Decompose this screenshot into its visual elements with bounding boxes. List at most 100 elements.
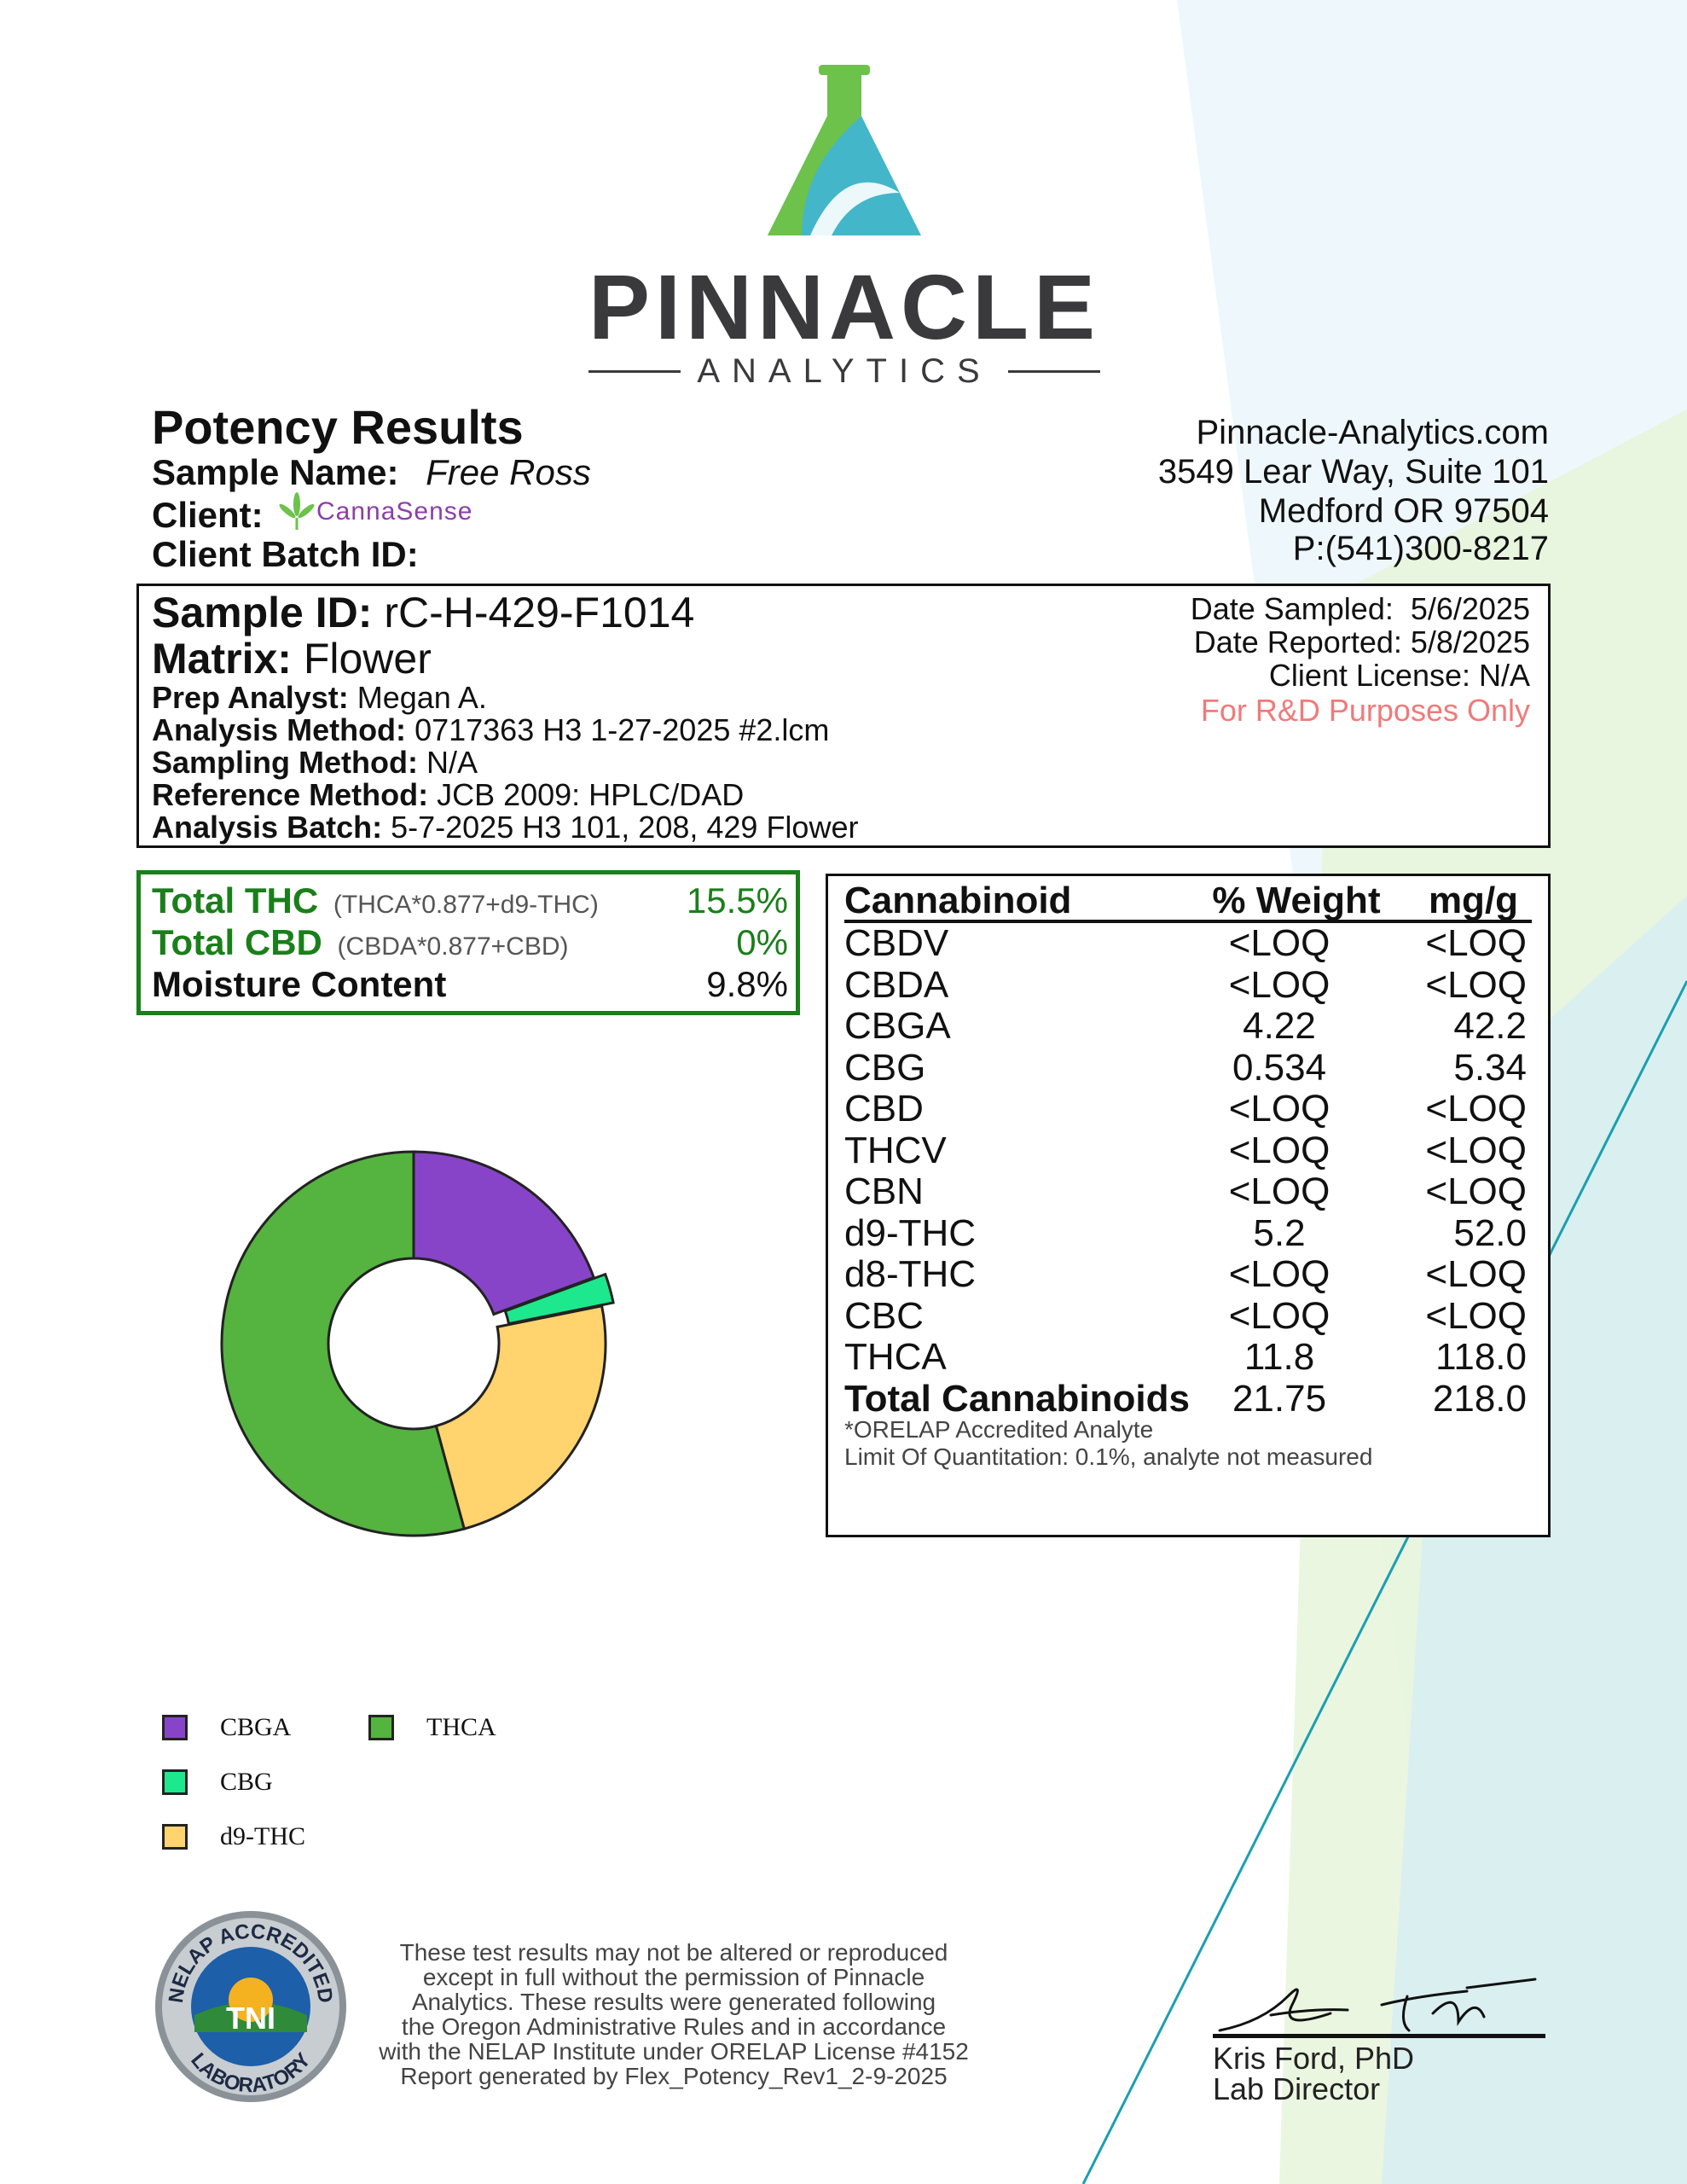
client-label: Client:	[152, 495, 264, 535]
cannabinoid-mg: 42.2	[1453, 1005, 1527, 1047]
legend-label: CBG	[220, 1768, 273, 1796]
cannabinoid-mg: <LOQ	[1425, 1294, 1527, 1337]
cannabinoid-name: CBDV	[844, 922, 949, 964]
cannabinoid-mg: 5.34	[1453, 1046, 1527, 1089]
table-total-row: Total Cannabinoids 21.75 218.0	[844, 1379, 1535, 1420]
lab-website: Pinnacle-Analytics.com	[1196, 414, 1550, 451]
sample-info-box	[136, 584, 1551, 848]
legend-label: CBGA	[220, 1713, 292, 1741]
reference-method-label: Reference Method:	[152, 777, 429, 812]
table-header-rule	[844, 920, 1532, 923]
cannabinoid-name: CBC	[844, 1294, 924, 1337]
cannabinoid-name: d9-THC	[844, 1211, 977, 1254]
cannabinoid-weight: <LOQ	[1228, 922, 1330, 964]
total-thc-label: Total THC	[152, 880, 319, 921]
total-cannabinoids-label: Total Cannabinoids	[844, 1378, 1190, 1420]
cannabinoid-donut-chart	[220, 1150, 615, 1537]
cannabinoid-weight: <LOQ	[1228, 1170, 1330, 1212]
footer-line: Analytics. These results were generated …	[411, 1989, 936, 2015]
sample-id-value: rC-H-429-F1014	[384, 589, 695, 636]
table-header-row: Cannabinoid % Weight mg/g	[844, 880, 1535, 921]
sampling-method-value: N/A	[426, 745, 478, 780]
legend-label: THCA	[426, 1713, 496, 1741]
cannabinoid-name: THCV	[844, 1129, 947, 1171]
signer-name: Kris Ford, PhD	[1213, 2041, 1415, 2076]
sampling-method-label: Sampling Method:	[152, 745, 418, 780]
total-cannabinoids-weight: 21.75	[1232, 1378, 1327, 1420]
donut-slice-cbga	[412, 1150, 596, 1316]
cannabinoid-weight: <LOQ	[1228, 1253, 1330, 1295]
cannabinoid-mg: <LOQ	[1425, 1253, 1527, 1295]
sampling-method-line: Sampling Method: N/A	[152, 746, 478, 780]
cannabinoid-mg: <LOQ	[1425, 922, 1527, 964]
cannabis-leaf-icon	[279, 492, 315, 530]
cannabinoid-name: CBG	[844, 1046, 926, 1089]
footer-line: with the NELAP Institute under ORELAP Li…	[379, 2038, 969, 2065]
col-header-cannabinoid: Cannabinoid	[844, 880, 1072, 921]
total-thc-formula: (THCA*0.877+d9-THC)	[333, 891, 599, 919]
cannabinoid-mg: <LOQ	[1425, 963, 1527, 1006]
moisture-value: 9.8%	[706, 964, 788, 1004]
orelap-note: *ORELAP Accredited Analyte	[844, 1416, 1154, 1443]
table-row: d8-THC <LOQ <LOQ	[844, 1254, 1535, 1295]
brand-subtitle-rule-right	[1008, 370, 1100, 373]
cannabinoid-name: THCA	[844, 1336, 947, 1378]
client-license: Client License: N/A	[1268, 658, 1530, 693]
table-row: CBC <LOQ <LOQ	[844, 1294, 1535, 1337]
moisture-label: Moisture Content	[152, 964, 447, 1004]
prep-analyst-label: Prep Analyst:	[152, 680, 349, 715]
table-row: d9-THC 5.2 52.0	[844, 1211, 1535, 1254]
cannabinoid-table-box	[826, 874, 1551, 1537]
cannabinoid-mg: <LOQ	[1425, 1170, 1527, 1212]
purpose-note: For R&D Purposes Only	[1200, 693, 1530, 728]
cannabinoid-weight: <LOQ	[1228, 963, 1330, 1006]
cannabinoid-name: CBGA	[844, 1005, 951, 1047]
matrix-value: Flower	[303, 635, 432, 682]
legend-swatch-d9-thc	[162, 1824, 188, 1850]
total-cannabinoids-mg: 218.0	[1432, 1378, 1527, 1420]
total-cbd-line: Total CBD (CBDA*0.877+CBD)	[152, 922, 568, 967]
footer-disclaimer: These test results may not be altered or…	[350, 1940, 998, 2088]
table-row: CBN <LOQ <LOQ	[844, 1171, 1535, 1212]
reference-method-line: Reference Method: JCB 2009: HPLC/DAD	[152, 778, 744, 812]
footer-line: the Oregon Administrative Rules and in a…	[401, 2013, 947, 2040]
cannabinoid-weight: 11.8	[1244, 1336, 1315, 1378]
date-reported: Date Reported: 5/8/2025	[1193, 624, 1530, 659]
legend-label: d9-THC	[220, 1822, 305, 1850]
sample-id-label: Sample ID:	[152, 589, 373, 636]
cannabinoid-mg: <LOQ	[1425, 1129, 1527, 1171]
cannabinoid-name: CBD	[844, 1088, 924, 1130]
cannabinoid-mg: 52.0	[1453, 1211, 1527, 1254]
matrix-line: Matrix: Flower	[152, 635, 432, 682]
legend-swatch-cbg	[162, 1769, 188, 1795]
footer-line: except in full without the permission of…	[422, 1964, 925, 1990]
pinnacle-flask-logo-icon	[768, 65, 921, 235]
table-row: THCA 11.8 118.0	[844, 1337, 1535, 1378]
sample-name-value: Free Ross	[426, 452, 591, 492]
prep-analyst-value: Megan A.	[357, 680, 487, 715]
analysis-method-line: Analysis Method: 0717363 H3 1-27-2025 #2…	[152, 713, 829, 747]
cannabinoid-weight: 4.22	[1243, 1005, 1316, 1047]
loq-note: Limit Of Quantitation: 0.1%, analyte not…	[844, 1443, 1373, 1470]
cannabinoid-weight: 5.2	[1253, 1211, 1306, 1254]
cannabinoid-weight: 0.534	[1232, 1046, 1327, 1089]
total-thc-value: 15.5%	[686, 880, 788, 921]
total-cbd-value: 0%	[736, 922, 788, 962]
cannabinoid-weight: <LOQ	[1228, 1088, 1330, 1130]
cannabinoid-weight: <LOQ	[1228, 1129, 1330, 1171]
client-logo: CannaSense	[277, 491, 472, 532]
legend-swatch-thca	[368, 1715, 394, 1740]
table-row: CBDA <LOQ <LOQ	[844, 963, 1535, 1006]
brand-subtitle-rule-left	[588, 370, 681, 373]
table-row: CBG 0.534 5.34	[844, 1046, 1535, 1089]
donut-slice-d9-thc	[434, 1304, 607, 1531]
lab-address-line2: Medford OR 97504	[1258, 492, 1549, 530]
lab-address-line1: 3549 Lear Way, Suite 101	[1157, 453, 1549, 491]
sample-name-line: Sample Name: Free Ross	[152, 452, 591, 493]
analysis-batch-line: Analysis Batch: 5-7-2025 H3 101, 208, 42…	[152, 810, 858, 845]
cannabinoid-weight: <LOQ	[1228, 1294, 1330, 1337]
footer-line: These test results may not be altered or…	[399, 1939, 948, 1966]
totals-box	[136, 870, 800, 1015]
analysis-batch-value: 5-7-2025 H3 101, 208, 429 Flower	[391, 810, 859, 845]
analysis-batch-label: Analysis Batch:	[152, 810, 383, 845]
